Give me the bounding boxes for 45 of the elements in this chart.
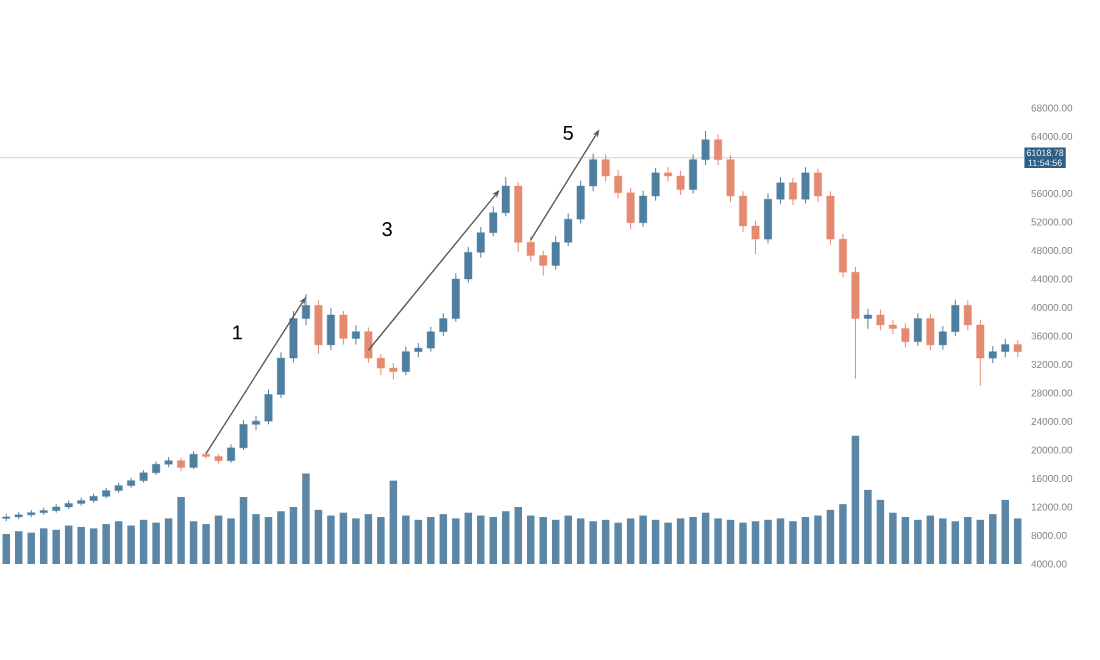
candlestick bbox=[339, 310, 348, 346]
candlestick bbox=[351, 324, 360, 346]
candlestick bbox=[714, 133, 722, 166]
candlestick bbox=[976, 319, 985, 387]
candlestick bbox=[764, 193, 772, 244]
candlestick bbox=[826, 190, 835, 246]
annotation: 1 bbox=[233, 325, 242, 340]
candlestick bbox=[252, 415, 260, 431]
candlestick bbox=[664, 166, 673, 182]
candlestick bbox=[314, 299, 323, 355]
candlestick bbox=[963, 299, 972, 331]
candlestick bbox=[863, 308, 872, 330]
candlestick bbox=[789, 177, 797, 206]
candlestick bbox=[689, 153, 698, 195]
candlestick bbox=[277, 351, 285, 399]
annotation: 3 bbox=[382, 222, 392, 237]
candlestick bbox=[302, 293, 310, 326]
candlestick bbox=[913, 312, 922, 347]
candlestick bbox=[901, 322, 910, 348]
candlestick bbox=[202, 450, 210, 460]
candlestick bbox=[751, 220, 760, 255]
candlestick bbox=[551, 235, 560, 271]
candlestick bbox=[776, 176, 785, 205]
candlestick bbox=[589, 153, 598, 192]
candlestick bbox=[227, 443, 235, 464]
candlestick bbox=[539, 250, 548, 276]
candlestick bbox=[951, 299, 960, 337]
candlestick bbox=[676, 170, 685, 196]
candlestick bbox=[926, 313, 935, 351]
candlestick bbox=[1001, 338, 1010, 358]
candlestick bbox=[851, 266, 860, 380]
candlestick bbox=[838, 233, 847, 279]
candlestick bbox=[739, 190, 747, 233]
candlestick bbox=[264, 388, 273, 425]
candlestick bbox=[601, 153, 610, 182]
candlestick bbox=[726, 154, 735, 203]
candlestick bbox=[701, 130, 710, 166]
annotation: 5 bbox=[563, 125, 573, 140]
candlestick bbox=[801, 166, 810, 204]
candlestick bbox=[239, 419, 248, 451]
candlestick bbox=[938, 325, 947, 351]
candlestick bbox=[401, 346, 410, 376]
candlestick bbox=[326, 307, 335, 351]
candlestick bbox=[289, 310, 298, 363]
candlestick bbox=[814, 168, 822, 203]
